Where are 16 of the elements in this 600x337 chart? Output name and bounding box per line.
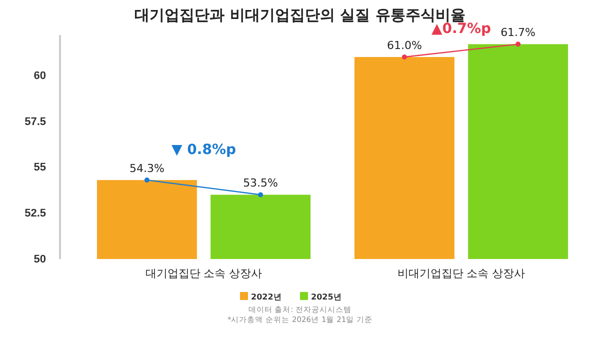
y-tick-label: 50 — [34, 254, 46, 266]
x-tick-label: 비대기업집단 소속 상장사 — [398, 268, 525, 280]
data-label: 61.0% — [386, 39, 422, 52]
annotation: ▲0.7%p — [431, 21, 492, 37]
y-tick-label: 60 — [34, 70, 46, 82]
annotation: ▼ 0.8%p — [172, 142, 236, 158]
legend-label: 2025년 — [311, 292, 342, 302]
x-tick-label: 대기업집단 소속 상장사 — [146, 268, 262, 280]
y-tick-label: 52.5 — [24, 208, 46, 220]
data-label: 53.5% — [243, 176, 278, 190]
y-tick-label: 57.5 — [24, 116, 46, 128]
chart-title: 대기업집단과 비대기업집단의 실질 유통주식비율 — [134, 6, 466, 24]
legend-label: 2022년 — [251, 292, 282, 302]
data-label: 61.7% — [500, 26, 536, 40]
data-label: 54.3% — [129, 162, 164, 176]
y-tick-label: 55 — [34, 162, 46, 174]
